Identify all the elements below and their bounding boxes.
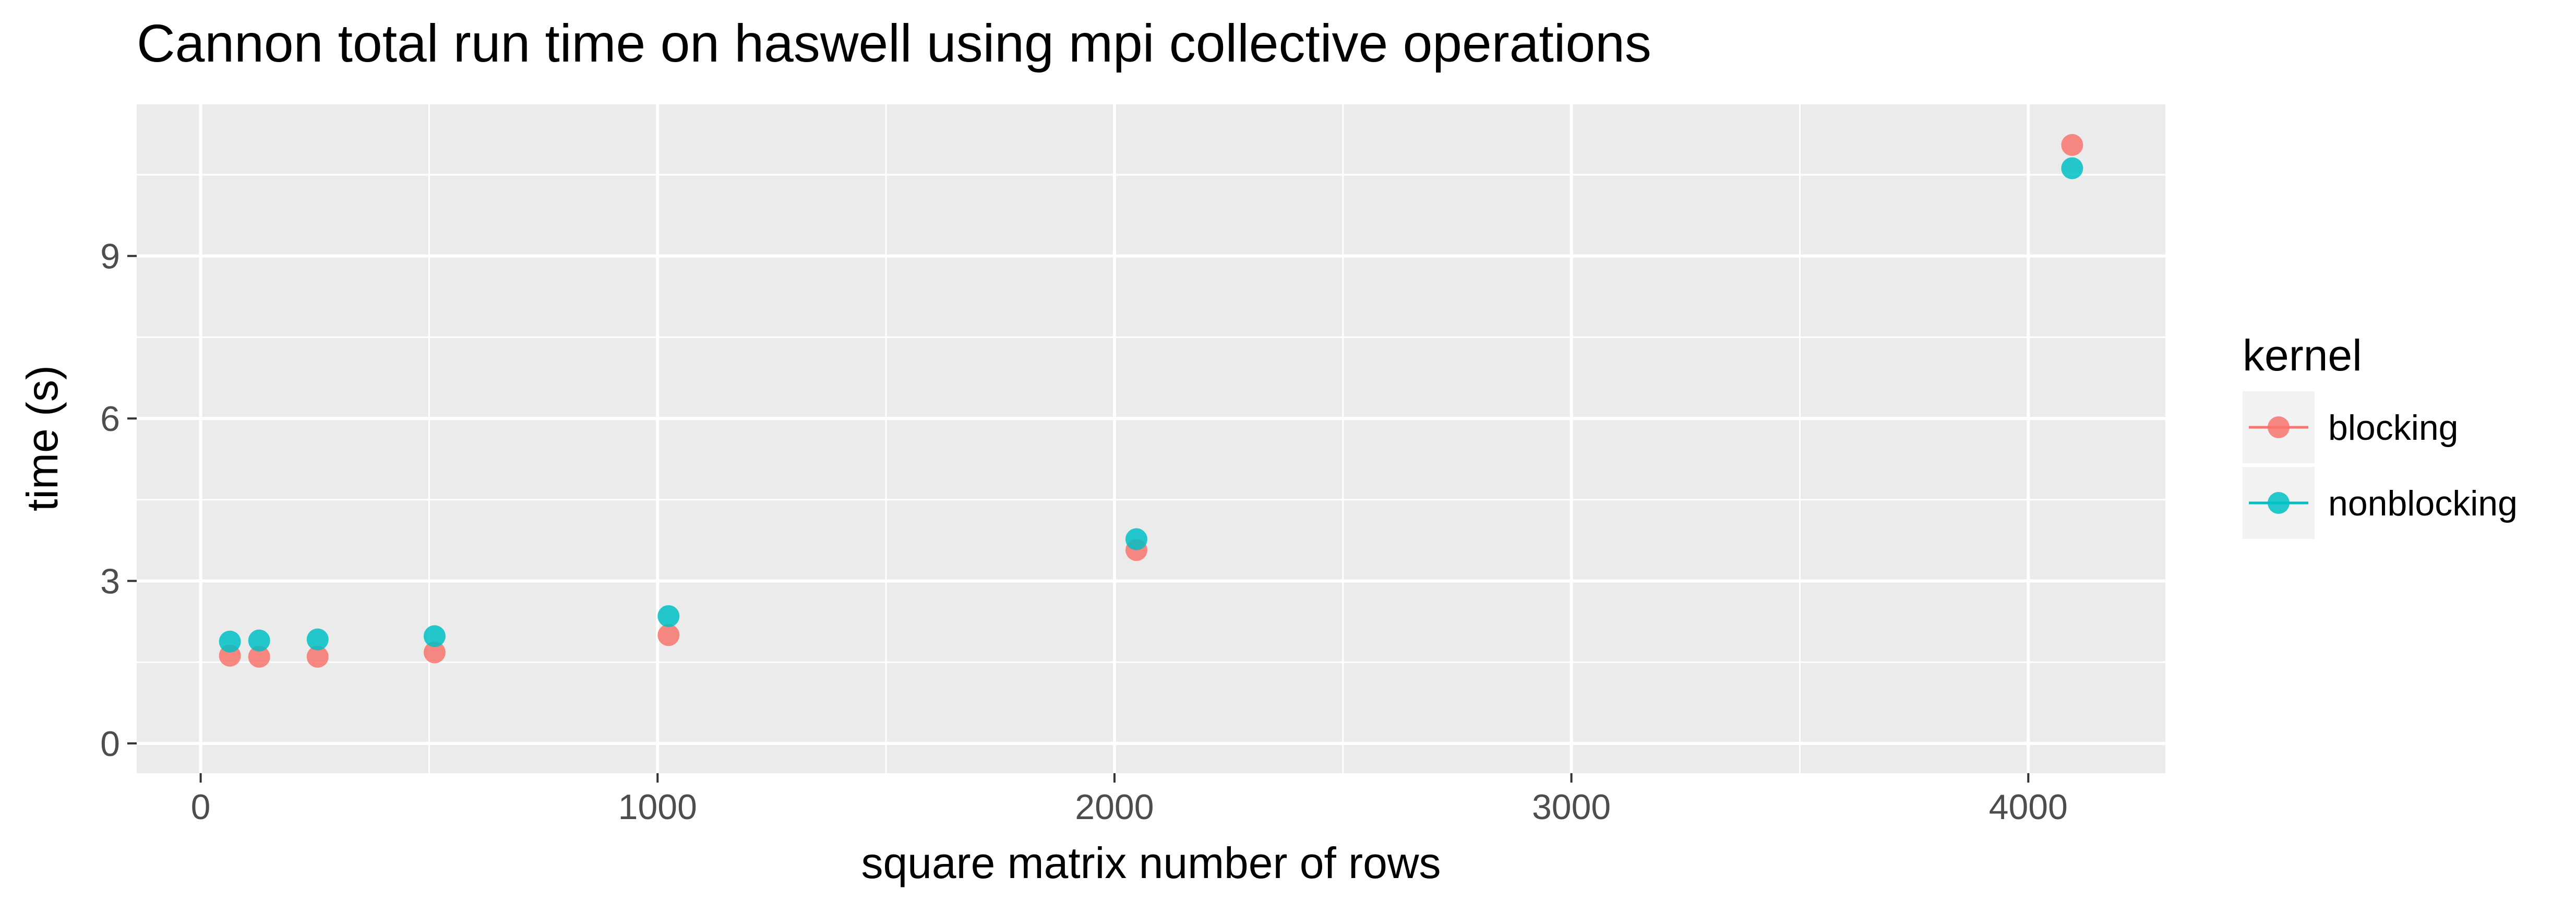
point-nonblocking <box>219 630 241 653</box>
point-nonblocking <box>306 628 329 651</box>
x-tick-label: 3000 <box>1532 787 1611 827</box>
grid-major <box>137 104 2165 773</box>
legend-marker-blocking <box>2268 416 2290 438</box>
chart-title: Cannon total run time on haswell using m… <box>137 14 1651 73</box>
legend-items: blocking nonblocking <box>2243 391 2518 539</box>
x-axis-title: square matrix number of rows <box>861 838 1441 887</box>
y-tick-label: 6 <box>100 399 120 439</box>
point-nonblocking <box>2061 157 2083 179</box>
x-tick-label: 2000 <box>1075 787 1154 827</box>
point-nonblocking <box>657 605 680 627</box>
point-nonblocking <box>248 629 270 652</box>
point-blocking <box>248 645 270 668</box>
y-axis: 0 3 6 9 <box>100 237 137 764</box>
y-tick-label: 9 <box>100 237 120 277</box>
legend: kernel blocking nonblocking <box>2243 331 2518 539</box>
point-blocking <box>423 641 446 664</box>
x-axis: 0 1000 2000 3000 4000 <box>191 773 2068 827</box>
legend-label-blocking: blocking <box>2328 408 2459 448</box>
legend-label-nonblocking: nonblocking <box>2328 484 2518 523</box>
point-blocking <box>657 624 680 646</box>
y-tick-label: 3 <box>100 561 120 601</box>
x-tick-label: 4000 <box>1989 787 2068 827</box>
plot-panel <box>137 104 2165 773</box>
grid-minor <box>137 104 2165 773</box>
point-nonblocking <box>423 625 446 647</box>
legend-marker-nonblocking <box>2268 492 2290 514</box>
point-nonblocking <box>1125 528 1147 550</box>
legend-title: kernel <box>2243 331 2362 380</box>
y-tick-label: 0 <box>100 724 120 764</box>
y-axis-title: time (s) <box>18 365 67 511</box>
x-tick-label: 0 <box>191 787 211 827</box>
x-tick-label: 1000 <box>618 787 697 827</box>
point-blocking <box>2061 134 2083 156</box>
point-blocking <box>306 645 329 668</box>
data-points <box>219 134 2083 668</box>
